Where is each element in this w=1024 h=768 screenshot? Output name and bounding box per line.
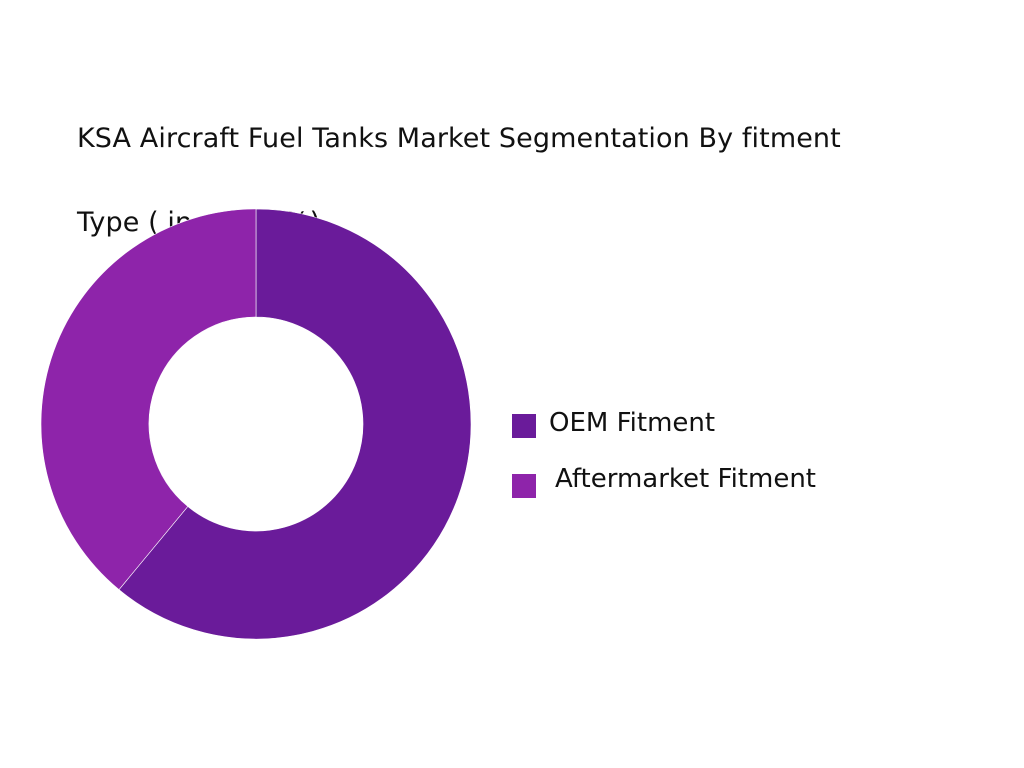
chart-title-line-1: KSA Aircraft Fuel Tanks Market Segmentat…: [77, 123, 841, 154]
legend-swatch-oem-icon: [512, 414, 536, 438]
donut-slice-oem-fitment: [118, 208, 472, 640]
donut-slices: [40, 208, 472, 640]
chart-title: KSA Aircraft Fuel Tanks Market Segmentat…: [77, 76, 977, 244]
legend-label-aftermarket: Aftermarket Fitment: [555, 464, 816, 494]
legend-label-oem: OEM Fitment: [549, 408, 716, 438]
donut-slice-aftermarket-fitment: [40, 208, 257, 591]
legend-swatch-aftermarket-icon: [512, 474, 536, 498]
